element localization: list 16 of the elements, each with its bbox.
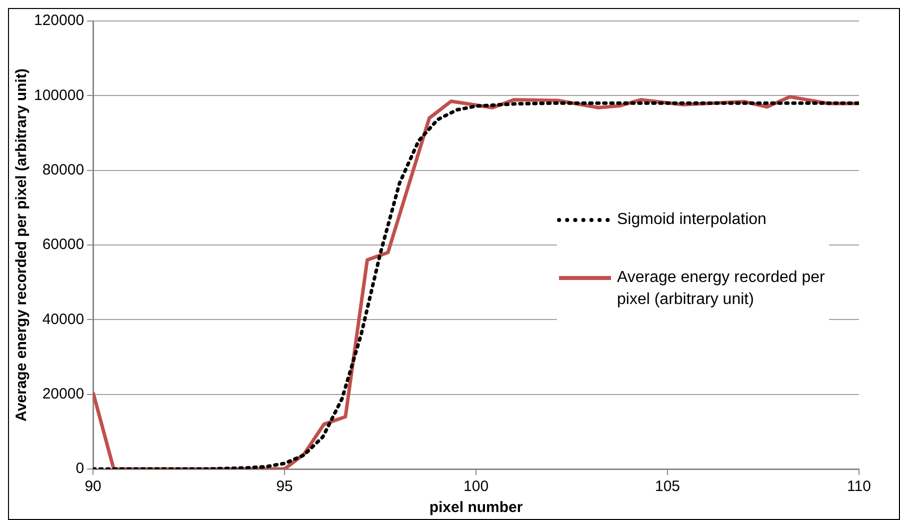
y-tick-label: 80000 (42, 161, 84, 178)
x-tick-label: 90 (84, 478, 102, 496)
x-axis-title: pixel number (429, 499, 523, 516)
y-tick-label: 120000 (34, 12, 84, 30)
y-tick-label: 100000 (34, 86, 84, 104)
legend-label: Sigmoid interpolation (617, 210, 766, 230)
y-tick-label: 20000 (42, 385, 84, 402)
x-tick-label: 105 (655, 478, 680, 496)
x-tick-label: 100 (464, 478, 489, 496)
y-tick-label: 0 (76, 460, 84, 478)
y-tick-label: 60000 (42, 236, 84, 254)
y-tick-label: 40000 (42, 310, 84, 328)
x-tick-label: 95 (276, 478, 293, 496)
y-axis-title: Average energy recorded per pixel (arbitrary unit) (13, 68, 30, 422)
x-tick-label: 110 (847, 478, 871, 496)
legend-label: Average energy recorded per pixel (arbitrary unit) (617, 268, 826, 310)
